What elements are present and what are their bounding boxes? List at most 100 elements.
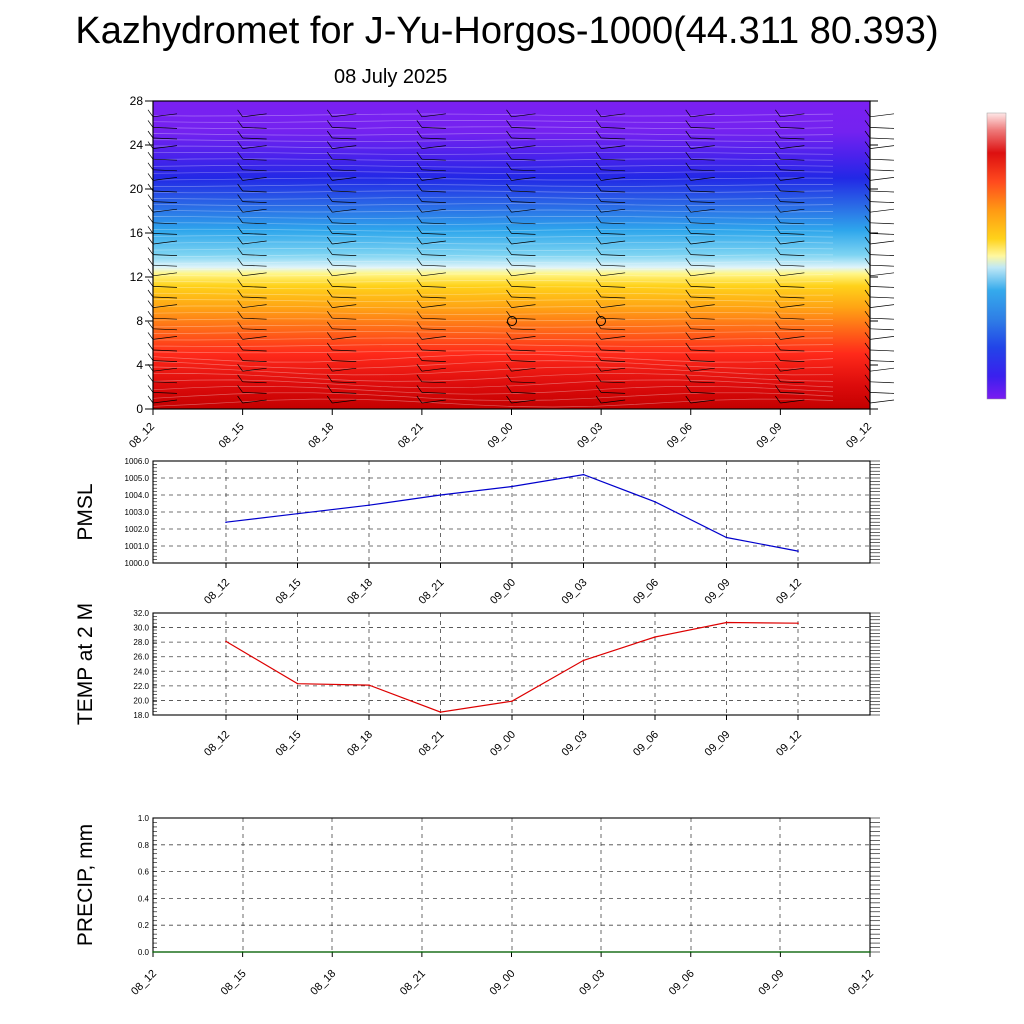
wind-barb [780, 113, 805, 118]
wind-barb [511, 190, 536, 193]
wind-barb [332, 399, 357, 404]
wind-barb-flag [326, 109, 333, 118]
y-tick-label: 28.0 [133, 638, 149, 647]
wind-barb-flag [237, 342, 243, 351]
wind-barb [690, 296, 715, 299]
wind-barb-flag [595, 300, 602, 308]
wind-barb-layer [147, 109, 895, 404]
wind-barb [152, 158, 178, 161]
wind-barb [152, 304, 178, 308]
wind-barb [511, 233, 536, 235]
isoline [152, 385, 834, 395]
y-tick-label: 16 [130, 226, 144, 240]
y-tick-label: 8 [136, 314, 143, 328]
wind-barb-flag [595, 374, 602, 383]
wind-barb [152, 360, 178, 362]
wind-barb [511, 286, 536, 288]
wind-barb [601, 367, 626, 372]
wind-barb-flag [595, 395, 602, 404]
wind-barb [332, 240, 357, 245]
wind-barb [152, 296, 178, 299]
x-tick-label: 09_12 [846, 968, 876, 998]
wind-barb [242, 392, 267, 394]
y-axis-label: PRECIP, mm [74, 824, 97, 946]
x-tick-label: 08_18 [306, 421, 336, 451]
wind-barb-flag [595, 289, 602, 298]
wind-barb [332, 317, 357, 320]
isoline [152, 139, 834, 142]
wind-barb [152, 317, 178, 320]
wind-barb [780, 127, 805, 129]
wind-barb-flag [775, 236, 781, 245]
data-point [797, 622, 799, 624]
wind-barb [511, 240, 536, 245]
y-tick-label: 1004.0 [125, 491, 150, 500]
wind-barb-flag [775, 120, 781, 128]
wind-barb [421, 286, 446, 288]
wind-barb-flag [147, 257, 154, 266]
wind-barb-flag [326, 204, 333, 213]
wind-barb [421, 360, 446, 362]
isoline [152, 292, 834, 296]
wind-barb-flag [326, 215, 333, 224]
wind-barb-flag [506, 173, 512, 181]
x-tick-label: 09_06 [665, 421, 695, 451]
wind-barb-flag [775, 385, 781, 393]
y-tick-label: 1003.0 [125, 508, 150, 517]
wind-barb-flag [595, 279, 602, 287]
isoline [152, 305, 834, 309]
wind-barb [242, 158, 267, 161]
wind-barb-flag [595, 236, 602, 245]
wind-barb [869, 240, 895, 245]
wind-barb [601, 254, 626, 256]
wind-barb [242, 233, 267, 235]
wind-barb [690, 317, 715, 320]
wind-barb-flag [685, 194, 692, 202]
isoline [152, 235, 834, 238]
wind-barb-flag [326, 385, 333, 393]
wind-barb-flag [237, 162, 243, 171]
x-tick-label: 08_21 [417, 577, 447, 607]
wind-barb-flag [506, 321, 512, 330]
wind-barb [511, 360, 536, 362]
x-tick-label: 09_09 [754, 421, 784, 451]
wind-barb-flag [864, 310, 871, 319]
wind-barb-flag [506, 183, 512, 192]
wind-barb-flag [326, 268, 333, 277]
wind-barb-flag [147, 130, 154, 139]
wind-barb-flag [775, 215, 781, 224]
wind-barb [601, 113, 626, 118]
x-tick-label: 08_12 [202, 577, 232, 607]
wind-barb [780, 145, 805, 149]
wind-barb-flag [237, 247, 243, 255]
wind-barb [332, 296, 357, 299]
wind-barb [780, 254, 805, 256]
wind-barb-flag [506, 120, 512, 128]
x-tick-label: 09_00 [488, 577, 518, 607]
wind-barb [421, 381, 446, 384]
wind-barb-flag [147, 353, 154, 361]
isoline [152, 366, 834, 376]
wind-barb-flag [775, 226, 781, 234]
wind-barb [152, 201, 178, 203]
x-tick-label: 08_18 [308, 968, 338, 998]
wind-barb [511, 399, 536, 404]
wind-barb-flag [864, 151, 871, 160]
wind-barb [421, 367, 446, 372]
wind-barb [242, 367, 267, 372]
wind-barb [780, 392, 805, 394]
wind-barb-flag [595, 353, 602, 361]
data-point [225, 521, 227, 523]
wind-barb [421, 177, 446, 181]
y-tick-label: 0 [136, 402, 143, 416]
wind-barb [242, 137, 267, 140]
y-tick-label: 1.0 [138, 814, 150, 823]
wind-barb [332, 233, 357, 235]
wind-barb [780, 328, 805, 331]
y-tick-label: 20 [130, 182, 144, 196]
wind-barb-flag [147, 120, 154, 128]
wind-barb-flag [506, 300, 512, 308]
wind-barb-flag [506, 236, 512, 245]
wind-barb [152, 254, 178, 256]
